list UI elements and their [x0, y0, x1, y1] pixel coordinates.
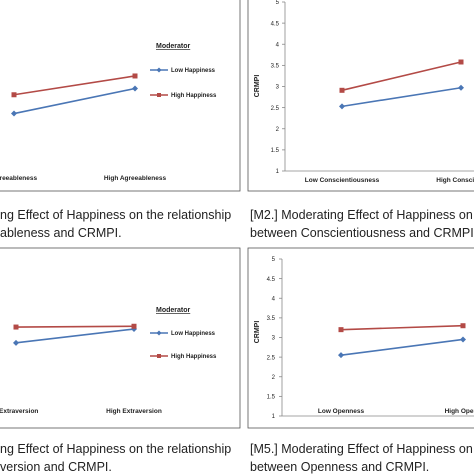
legend-swatch-marker-bl-0 — [156, 330, 162, 336]
data-point-tl-1-1 — [132, 73, 138, 79]
data-point-tr-1-0 — [339, 87, 345, 93]
series-line-bl-0 — [15, 328, 135, 344]
data-point-bl-1-1 — [131, 323, 137, 329]
x-category-label-bl-1: High Extraversion — [106, 408, 162, 415]
legend-label-tl-1: High Happiness — [171, 93, 217, 99]
chart-frame-tl — [0, 0, 241, 192]
legend-swatch-marker-bl-1 — [157, 354, 161, 358]
x-category-label-br-1: High Openn — [445, 408, 474, 415]
legend-label-tl-0: Low Happiness — [171, 68, 216, 74]
y-tick-label-tr: 3.5 — [271, 64, 280, 70]
x-category-label-bl-0: v Extraversion — [0, 408, 38, 415]
legend-title-bl: Moderator — [156, 307, 191, 314]
y-tick-label-br: 5 — [272, 257, 276, 263]
y-tick-label-br: 2.5 — [267, 355, 276, 361]
caption-bl-line-2: version and CRMPI. — [0, 460, 112, 474]
legend-title-tl: Moderator — [156, 43, 191, 50]
data-point-tr-1-1 — [458, 59, 464, 65]
data-point-tl-1-0 — [11, 92, 17, 98]
data-point-tl-0-0 — [11, 110, 17, 117]
data-point-tr-0-1 — [458, 84, 464, 91]
x-category-label-tr-0: Low Conscientiousness — [305, 177, 380, 184]
legend-label-bl-0: Low Happiness — [171, 331, 216, 337]
series-line-tr-1 — [341, 61, 462, 92]
y-tick-label-br: 4.5 — [267, 277, 276, 283]
y-tick-label-br: 3.5 — [267, 316, 276, 322]
y-tick-label-br: 2 — [272, 375, 276, 381]
data-point-br-1-0 — [338, 327, 344, 333]
y-tick-label-tr: 2.5 — [271, 106, 280, 112]
y-tick-label-br: 4 — [272, 296, 276, 302]
y-tick-label-br: 1 — [272, 414, 276, 420]
chart-frame-br — [247, 247, 474, 429]
data-point-br-1-1 — [460, 323, 466, 329]
x-category-label-tl-0: Agreeableness — [0, 175, 38, 182]
series-line-br-0 — [340, 338, 464, 356]
legend-swatch-marker-tl-0 — [156, 67, 162, 73]
chart-frame-bl — [0, 247, 241, 429]
y-tick-label-tr: 1.5 — [271, 148, 280, 154]
caption-tr-line-2: between Conscientiousness and CRMPI. — [250, 226, 474, 240]
y-axis-title-tr: CRMPI — [254, 75, 261, 98]
caption-bl-line-1: ng Effect of Happiness on the relationsh… — [0, 442, 232, 456]
chart-frame-tr — [247, 0, 474, 192]
caption-tr-line-1: [M2.] Moderating Effect of Happiness on … — [250, 208, 474, 222]
series-line-bl-1 — [15, 325, 135, 328]
caption-br-line-2: between Openness and CRMPI. — [250, 460, 430, 474]
data-point-bl-0-0 — [13, 339, 19, 346]
x-category-label-tl-1: High Agreeableness — [104, 175, 167, 182]
caption-br-line-1: [M5.] Moderating Effect of Happiness on … — [250, 442, 474, 456]
y-tick-label-tr: 4.5 — [271, 21, 280, 27]
data-point-br-0-0 — [338, 352, 344, 359]
x-category-label-tr-1: High Conscienti — [436, 177, 474, 184]
series-line-tl-1 — [13, 75, 136, 96]
x-category-label-br-0: Low Openness — [318, 408, 365, 415]
y-tick-label-tr: 2 — [276, 127, 280, 133]
y-tick-label-tr: 3 — [276, 85, 280, 91]
y-tick-label-br: 1.5 — [267, 395, 276, 401]
data-point-tl-0-1 — [132, 85, 138, 92]
legend-swatch-marker-tl-1 — [157, 93, 161, 97]
y-axis-title-br: CRMPI — [254, 321, 261, 344]
data-point-bl-1-0 — [13, 324, 19, 330]
y-tick-label-br: 3 — [272, 336, 276, 342]
series-line-tl-0 — [13, 87, 136, 115]
series-line-br-1 — [340, 324, 464, 331]
y-tick-label-tr: 4 — [276, 42, 280, 48]
data-point-br-0-1 — [460, 336, 466, 343]
caption-tl-line-1: ng Effect of Happiness on the relationsh… — [0, 208, 232, 222]
y-tick-label-tr: 1 — [276, 169, 280, 175]
series-line-tr-0 — [341, 86, 462, 108]
data-point-tr-0-0 — [339, 103, 345, 110]
legend-label-bl-1: High Happiness — [171, 354, 217, 360]
y-tick-label-tr: 5 — [276, 0, 280, 6]
caption-tl-line-2: ableness and CRMPI. — [0, 226, 122, 240]
